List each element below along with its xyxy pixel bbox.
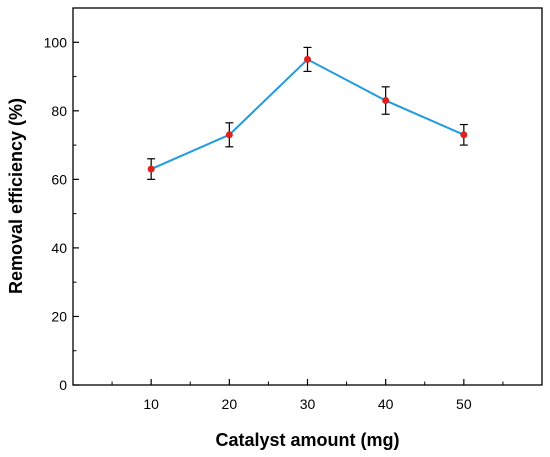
data-point	[304, 55, 311, 63]
x-tick-label: 20	[222, 396, 238, 412]
x-tick-label: 30	[300, 396, 316, 412]
x-axis: 10 20 30 40 50	[111, 379, 504, 412]
x-axis-title: Catalyst amount (mg)	[215, 430, 399, 450]
data-point	[382, 97, 390, 105]
y-tick-label: 40	[51, 240, 67, 256]
y-tick-label: 0	[59, 377, 67, 393]
x-tick-label: 10	[143, 396, 159, 412]
y-axis-title: Removal efficiency (%)	[6, 98, 26, 294]
y-tick-label: 100	[44, 34, 68, 50]
y-tick-label: 80	[51, 103, 67, 119]
x-tick-label: 40	[378, 396, 394, 412]
data-point	[225, 131, 233, 139]
x-tick-label: 50	[456, 396, 472, 412]
series-line	[150, 58, 465, 170]
data-point	[147, 165, 155, 173]
data-point	[460, 131, 468, 139]
y-tick-label: 20	[51, 308, 67, 324]
data-series	[147, 46, 468, 180]
y-axis: 0 20 40 60 80 100	[44, 34, 79, 393]
y-tick-label: 60	[51, 171, 67, 187]
